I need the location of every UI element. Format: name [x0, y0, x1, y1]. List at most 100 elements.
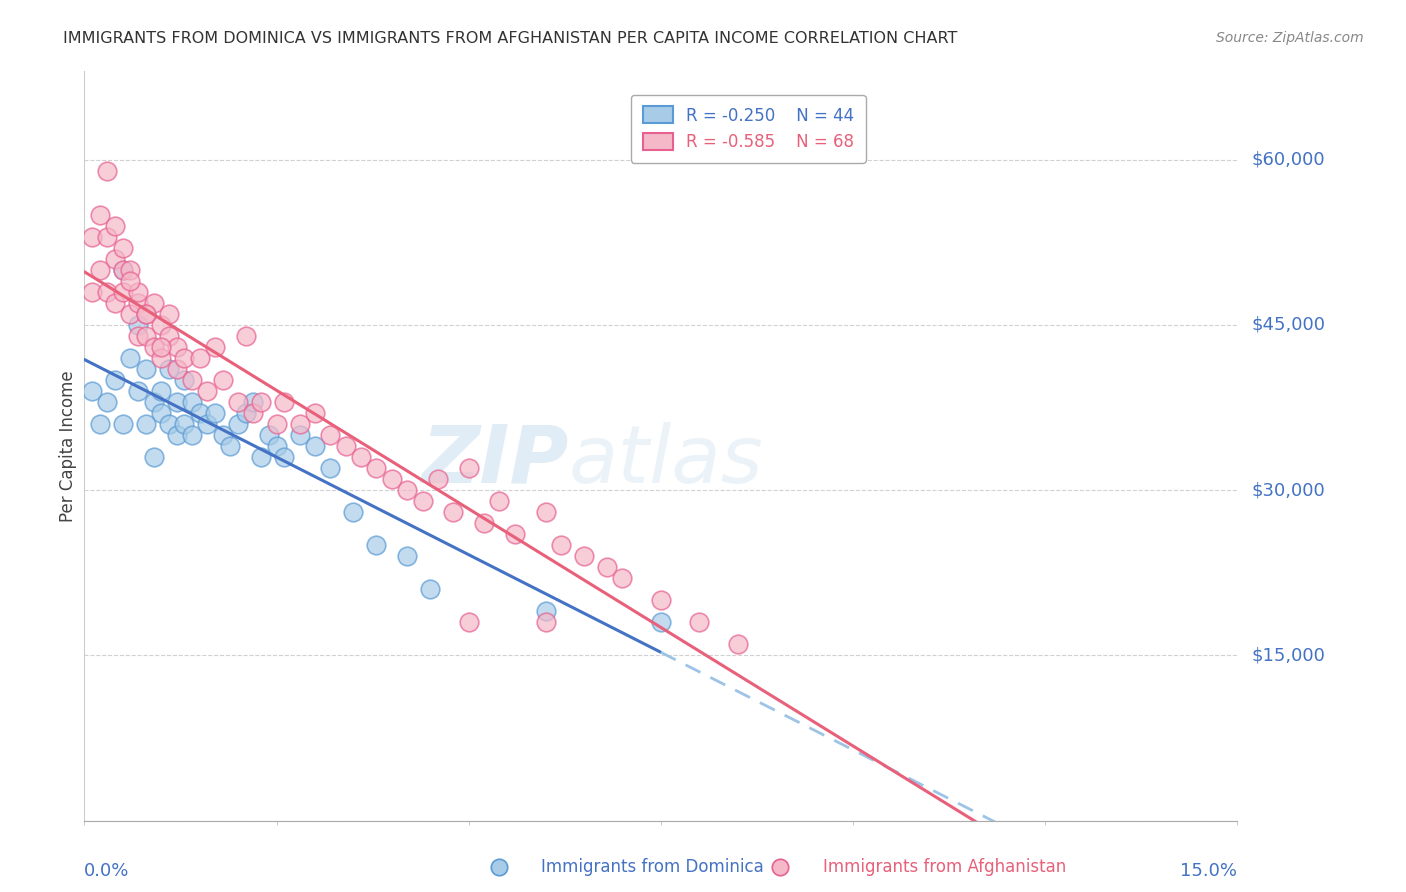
Text: 15.0%: 15.0% — [1180, 862, 1237, 880]
Point — [304, 406, 326, 420]
Point — [80, 229, 103, 244]
Point — [488, 494, 510, 508]
Point — [120, 262, 142, 277]
Text: Immigrants from Afghanistan: Immigrants from Afghanistan — [823, 858, 1066, 876]
Point — [304, 439, 326, 453]
Point — [135, 307, 157, 321]
Point — [266, 417, 288, 431]
Point — [472, 516, 495, 530]
Point — [96, 229, 118, 244]
Point — [235, 406, 257, 420]
Point — [127, 285, 149, 299]
Text: $15,000: $15,000 — [1251, 647, 1324, 665]
Point — [127, 318, 149, 332]
Point — [257, 428, 280, 442]
Point — [226, 395, 249, 409]
Point — [173, 417, 195, 431]
Point — [534, 615, 557, 630]
Point — [250, 450, 273, 464]
Point — [150, 406, 173, 420]
Point — [204, 406, 226, 420]
Point — [612, 571, 634, 585]
Point — [211, 373, 233, 387]
Point — [488, 860, 510, 874]
Point — [688, 615, 710, 630]
Point — [89, 262, 111, 277]
Point — [89, 208, 111, 222]
Point — [769, 860, 792, 874]
Point — [503, 527, 526, 541]
Point — [142, 395, 165, 409]
Point — [157, 328, 180, 343]
Point — [572, 549, 595, 564]
Point — [150, 384, 173, 398]
Point — [181, 395, 204, 409]
Text: IMMIGRANTS FROM DOMINICA VS IMMIGRANTS FROM AFGHANISTAN PER CAPITA INCOME CORREL: IMMIGRANTS FROM DOMINICA VS IMMIGRANTS F… — [63, 31, 957, 46]
Point — [173, 351, 195, 365]
Point — [181, 428, 204, 442]
Text: $60,000: $60,000 — [1251, 151, 1324, 169]
Point — [396, 549, 419, 564]
Point — [111, 417, 134, 431]
Point — [157, 307, 180, 321]
Point — [111, 262, 134, 277]
Point — [242, 406, 264, 420]
Point — [266, 439, 288, 453]
Point — [142, 340, 165, 354]
Point — [366, 538, 388, 552]
Point — [96, 163, 118, 178]
Point — [150, 340, 173, 354]
Point — [142, 295, 165, 310]
Point — [120, 351, 142, 365]
Point — [250, 395, 273, 409]
Point — [135, 417, 157, 431]
Point — [211, 428, 233, 442]
Point — [127, 328, 149, 343]
Point — [335, 439, 357, 453]
Legend: R = -0.250    N = 44, R = -0.585    N = 68: R = -0.250 N = 44, R = -0.585 N = 68 — [631, 95, 866, 162]
Point — [166, 395, 188, 409]
Point — [457, 615, 479, 630]
Point — [127, 384, 149, 398]
Point — [111, 241, 134, 255]
Point — [650, 593, 672, 607]
Point — [273, 395, 295, 409]
Point — [288, 428, 311, 442]
Text: $45,000: $45,000 — [1251, 316, 1326, 334]
Point — [104, 219, 127, 233]
Point — [80, 384, 103, 398]
Point — [166, 428, 188, 442]
Point — [441, 505, 464, 519]
Point — [135, 328, 157, 343]
Point — [120, 274, 142, 288]
Point — [104, 252, 127, 266]
Point — [127, 295, 149, 310]
Text: $30,000: $30,000 — [1251, 481, 1324, 500]
Point — [195, 417, 218, 431]
Text: 0.0%: 0.0% — [84, 862, 129, 880]
Point — [150, 351, 173, 365]
Point — [235, 328, 257, 343]
Point — [135, 307, 157, 321]
Point — [419, 582, 441, 597]
Point — [188, 351, 211, 365]
Point — [650, 615, 672, 630]
Point — [111, 262, 134, 277]
Point — [412, 494, 434, 508]
Point — [219, 439, 242, 453]
Point — [166, 362, 188, 376]
Point — [150, 318, 173, 332]
Point — [596, 560, 619, 574]
Point — [288, 417, 311, 431]
Point — [426, 472, 449, 486]
Point — [111, 285, 134, 299]
Point — [166, 340, 188, 354]
Point — [188, 406, 211, 420]
Point — [273, 450, 295, 464]
Point — [96, 395, 118, 409]
Point — [457, 461, 479, 475]
Point — [135, 362, 157, 376]
Point — [157, 417, 180, 431]
Point — [534, 604, 557, 618]
Point — [181, 373, 204, 387]
